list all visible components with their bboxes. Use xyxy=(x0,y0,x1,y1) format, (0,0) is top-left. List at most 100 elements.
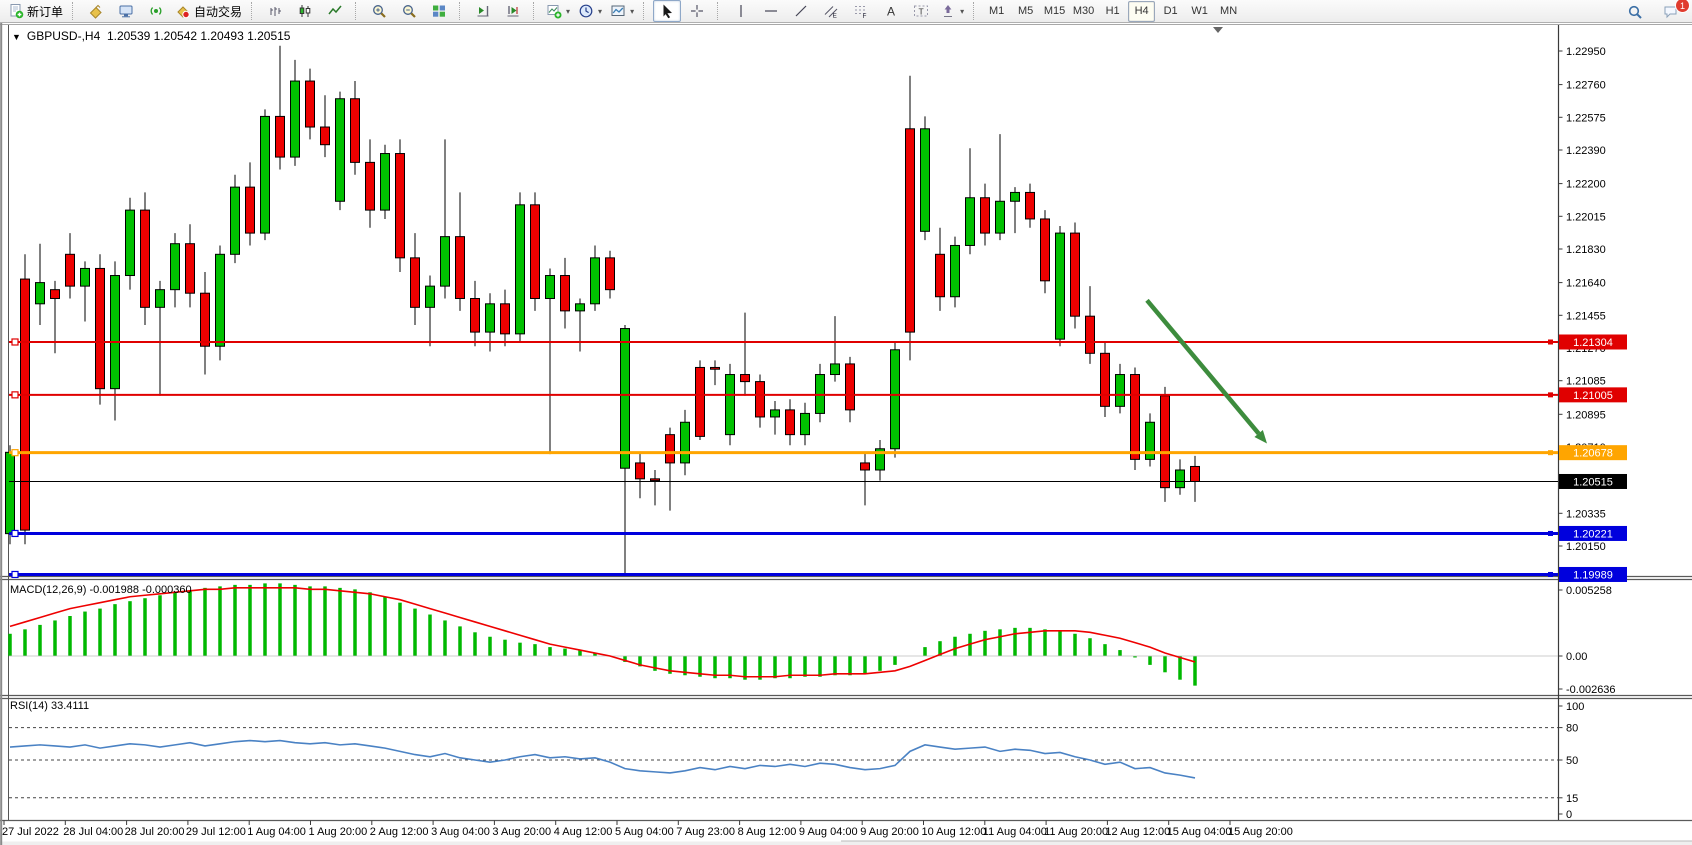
timeframe-button-m5[interactable]: M5 xyxy=(1017,5,1034,17)
timeframe-button-mn[interactable]: MN xyxy=(1220,5,1238,17)
svg-text:1.21830: 1.21830 xyxy=(1566,244,1606,256)
line-handle[interactable] xyxy=(11,570,19,579)
timeframe-button-w1[interactable]: W1 xyxy=(1191,5,1208,17)
horizontal-line-tool[interactable] xyxy=(757,0,785,22)
line-handle[interactable] xyxy=(1548,339,1553,345)
bear-candle xyxy=(65,253,75,287)
indicators-add-icon xyxy=(547,5,562,19)
bear-candle xyxy=(275,115,285,158)
time-axis[interactable]: 27 Jul 2022 28 Jul 04:00 28 Jul 20:00 29 Ju… xyxy=(2,820,1293,839)
tile-windows-button[interactable] xyxy=(425,0,453,22)
bear-candle xyxy=(305,80,315,128)
svg-text:F: F xyxy=(863,13,867,19)
arrows-tool[interactable]: ▾ xyxy=(937,0,967,22)
auto-scroll-button[interactable] xyxy=(499,0,527,22)
chat-unread-badge: 1 xyxy=(1675,0,1690,13)
fibonacci-tool[interactable]: F xyxy=(847,0,875,22)
periods-dropdown[interactable]: ▾ xyxy=(575,0,605,22)
market-watch-button[interactable] xyxy=(112,0,140,22)
trendline-tool[interactable] xyxy=(787,0,815,22)
line-handle[interactable] xyxy=(11,529,19,538)
line-handle[interactable] xyxy=(1548,450,1553,456)
bull-candle xyxy=(995,200,1005,234)
bear-candle xyxy=(1025,191,1035,220)
timeframe-button-h4[interactable]: H4 xyxy=(1128,0,1156,22)
candle-chart-button[interactable] xyxy=(291,0,319,22)
svg-text:5 Aug 04:00: 5 Aug 04:00 xyxy=(615,826,674,838)
search-button[interactable] xyxy=(1621,1,1649,23)
svg-text:8 Aug 12:00: 8 Aug 12:00 xyxy=(738,826,797,838)
down-arrow-annotation[interactable] xyxy=(1145,298,1267,444)
vertical-line-tool[interactable] xyxy=(727,0,755,22)
rsi-line xyxy=(9,739,1196,779)
line-handle[interactable] xyxy=(11,449,19,457)
bull-candle xyxy=(545,275,555,300)
line-handle[interactable] xyxy=(1548,571,1553,577)
fibo-icon: F xyxy=(855,6,868,19)
line-chart-button[interactable] xyxy=(321,0,349,22)
styler-button[interactable] xyxy=(82,0,110,22)
text-a-icon: A xyxy=(887,5,895,19)
chart-title-dropdown-icon[interactable]: ▼ xyxy=(12,32,21,42)
svg-text:1 Aug 20:00: 1 Aug 20:00 xyxy=(309,826,368,838)
main-toolbar: 新订单 自动交易 ▾ ▾ ▾ E F A T ▾ M1 M5 M15 M30 H1 H4 D1 W1 MN xyxy=(0,0,1692,23)
signals-button[interactable] xyxy=(142,0,170,22)
svg-text:27 Jul 2022: 27 Jul 2022 xyxy=(2,826,59,838)
svg-text:A: A xyxy=(887,5,895,19)
svg-text:1.21005: 1.21005 xyxy=(1573,390,1613,402)
svg-text:1.20150: 1.20150 xyxy=(1566,541,1606,553)
crosshair-tool[interactable] xyxy=(683,0,711,22)
svg-text:1.22760: 1.22760 xyxy=(1566,80,1606,92)
svg-text:0.00: 0.00 xyxy=(1566,651,1587,663)
text-tool[interactable]: A xyxy=(877,0,905,22)
indicators-dropdown[interactable]: ▾ xyxy=(543,0,573,22)
bear-candle xyxy=(785,409,795,436)
line-handle[interactable] xyxy=(11,391,19,399)
bear-candle xyxy=(530,204,540,300)
timeframe-button-d1[interactable]: D1 xyxy=(1163,5,1178,17)
bear-candle xyxy=(1160,395,1170,489)
svg-text:1.22390: 1.22390 xyxy=(1566,145,1606,157)
horizontal-level-lines xyxy=(9,338,1558,579)
toolbar-separator xyxy=(717,2,722,20)
bear-candle xyxy=(1130,374,1140,460)
svg-text:T: T xyxy=(919,7,924,17)
zoom-out-icon xyxy=(403,5,416,18)
line-handle[interactable] xyxy=(1548,392,1553,398)
svg-text:1.21085: 1.21085 xyxy=(1566,376,1606,388)
timeframe-button-m1[interactable]: M1 xyxy=(988,5,1005,17)
label-tool[interactable]: T xyxy=(907,0,935,22)
svg-text:4 Aug 12:00: 4 Aug 12:00 xyxy=(554,826,613,838)
bar-chart-button[interactable] xyxy=(261,0,289,22)
bull-candle xyxy=(590,257,600,305)
bear-candle xyxy=(1040,218,1050,282)
svg-text:1.21455: 1.21455 xyxy=(1566,310,1606,322)
line-handle[interactable] xyxy=(1548,530,1553,536)
svg-text:1.22015: 1.22015 xyxy=(1566,211,1606,223)
cursor-tool[interactable] xyxy=(653,0,682,22)
chat-button[interactable]: 1 xyxy=(1657,0,1690,23)
svg-text:50: 50 xyxy=(1566,755,1578,767)
line-handle[interactable] xyxy=(11,338,19,346)
auto-trading-button[interactable]: 自动交易 xyxy=(172,0,245,22)
chart-title[interactable]: ▼ GBPUSD-,H4 1.20539 1.20542 1.20493 1.20… xyxy=(12,29,290,43)
bear-candle xyxy=(560,275,570,312)
templates-dropdown[interactable]: ▾ xyxy=(607,0,637,22)
channel-tool[interactable]: E xyxy=(817,0,845,22)
bear-candle xyxy=(710,366,720,370)
zoom-in-button[interactable] xyxy=(365,0,393,22)
rsi-indicator-label: RSI(14) 33.4111 xyxy=(10,700,90,712)
chevron-down-icon: ▾ xyxy=(598,6,603,16)
templates-icon xyxy=(611,5,625,16)
svg-text:3 Aug 04:00: 3 Aug 04:00 xyxy=(431,826,490,838)
symbol-name: GBPUSD-,H4 xyxy=(26,29,101,43)
svg-text:0: 0 xyxy=(1566,809,1572,821)
timeframe-button-h1[interactable]: H1 xyxy=(1105,5,1120,17)
zoom-out-button[interactable] xyxy=(395,0,423,22)
timeframe-button-m15[interactable]: M15 xyxy=(1043,5,1066,17)
new-order-button[interactable]: 新订单 xyxy=(5,0,66,22)
bull-candle xyxy=(440,236,450,287)
timeframe-button-m30[interactable]: M30 xyxy=(1072,5,1095,17)
chart-shift-button[interactable] xyxy=(469,0,497,22)
